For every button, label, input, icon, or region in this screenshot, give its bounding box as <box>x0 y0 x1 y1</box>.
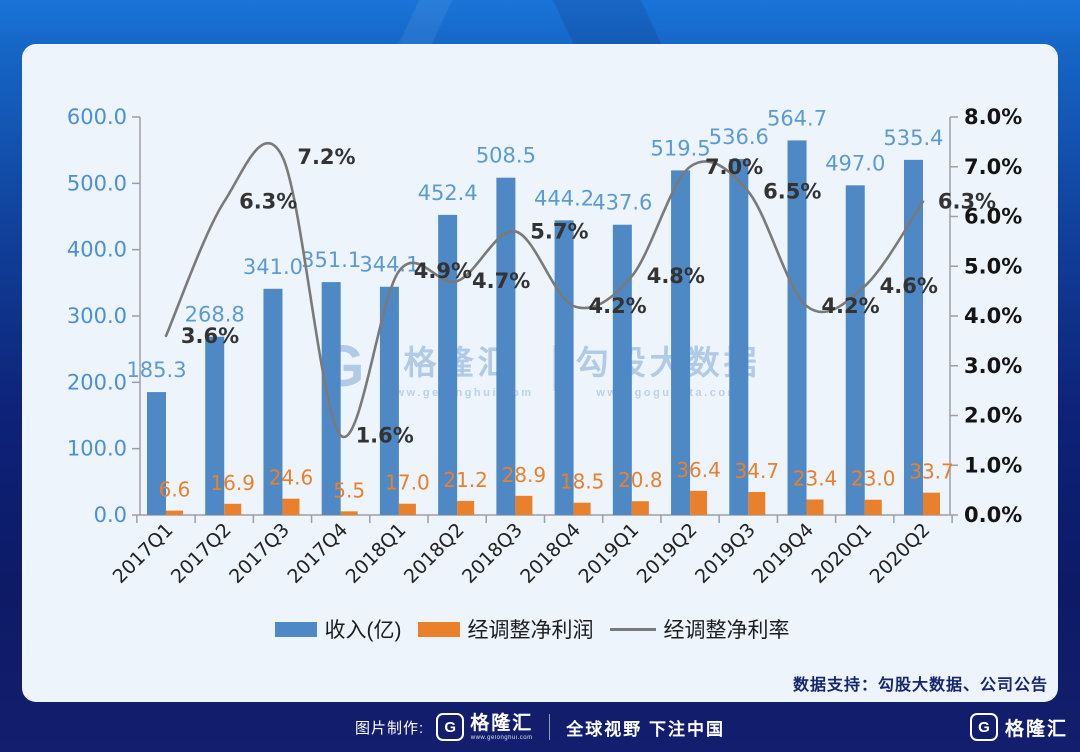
watermark-product-url: www.gogudata.com <box>596 387 740 399</box>
legend-line-margin <box>609 627 656 631</box>
watermark-divider <box>553 344 556 391</box>
footer-bar: 图片制作: G 格隆汇 www.gelonghui.com 全球视野 下注中国 … <box>0 702 1080 752</box>
legend: 收入(亿) 经调整净利润 经调整净利率 <box>22 614 1058 644</box>
legend-swatch-profit <box>417 621 460 637</box>
legend-label-margin: 经调整净利率 <box>663 619 790 642</box>
footer-brand-url: www.gelonghui.com <box>470 734 533 741</box>
chart-card: G 格隆汇 www.gelonghui.com 勾股大数据 www.goguda… <box>22 44 1058 702</box>
footer-right-logo: G 格隆汇 <box>969 713 1068 741</box>
gelonghui-logo-icon: G <box>969 713 998 741</box>
legend-swatch-revenue <box>274 621 317 637</box>
watermark-brand-url: www.gelonghui.com <box>384 387 534 399</box>
watermark-product: 勾股大数据 <box>575 344 761 381</box>
gelonghui-logo-icon: G <box>436 713 465 741</box>
footer-divider <box>549 714 551 740</box>
legend-label-revenue: 收入(亿) <box>324 619 402 642</box>
footer-brand-block: 格隆汇 www.gelonghui.com <box>470 714 533 741</box>
footer-right-brand: 格隆汇 <box>1004 718 1068 740</box>
watermark-product-block: 勾股大数据 www.gogudata.com <box>576 336 761 399</box>
data-support-note: 数据支持：勾股大数据、公司公告 <box>792 677 1048 694</box>
legend-label-profit: 经调整净利润 <box>467 619 594 642</box>
gelonghui-logo-icon: G <box>319 334 365 400</box>
footer-slogan: 全球视野 下注中国 <box>566 719 725 739</box>
watermark: G 格隆汇 www.gelonghui.com 勾股大数据 www.goguda… <box>319 336 760 399</box>
watermark-brand: 格隆汇 <box>403 344 515 381</box>
made-by-label: 图片制作: <box>355 719 425 737</box>
watermark-brand-block: 格隆汇 www.gelonghui.com <box>385 336 534 399</box>
footer-brand: 格隆汇 <box>470 712 534 734</box>
